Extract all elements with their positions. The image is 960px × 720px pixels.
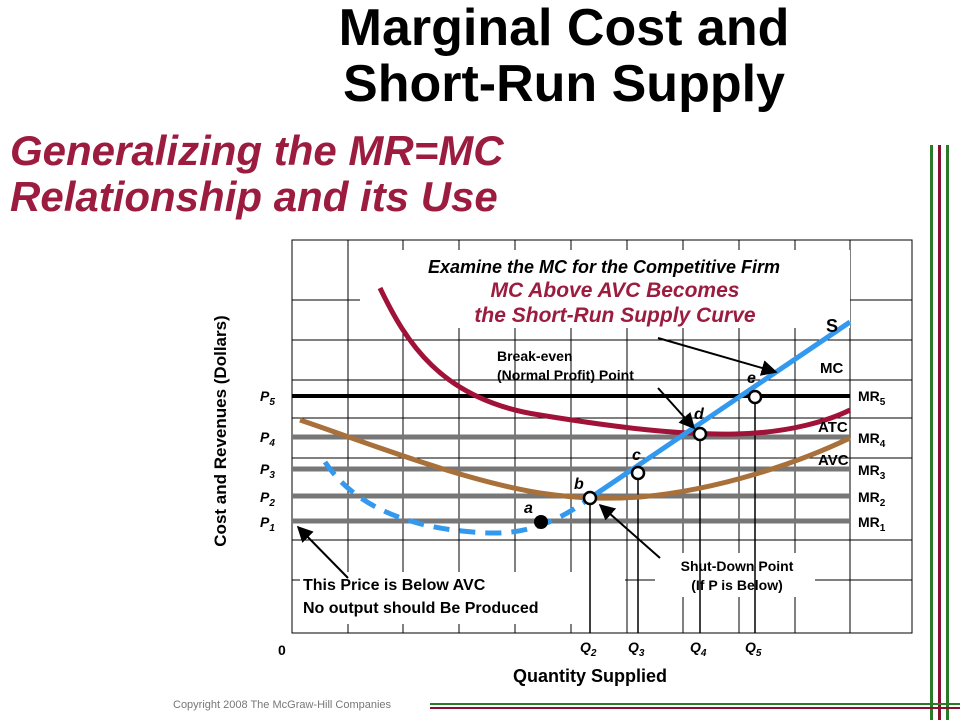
- border-line-maroon: [938, 145, 941, 720]
- p5-label: P5: [260, 388, 275, 408]
- shutdown-label-1: Shut-Down Point: [681, 558, 794, 574]
- point-label-a: a: [524, 500, 533, 517]
- callout-line-2: the Short-Run Supply Curve: [474, 304, 755, 327]
- slide-subtitle: Generalizing the MR=MC Relationship and …: [10, 128, 504, 220]
- bottom-line-maroon: [430, 707, 960, 709]
- subtitle-line-1: Generalizing the MR=MC: [10, 127, 504, 174]
- p3-label: P3: [260, 461, 275, 481]
- shutdown-arrow: [598, 503, 661, 559]
- q2-label: Q2: [580, 639, 597, 659]
- q5-label: Q5: [745, 639, 762, 659]
- title-line-1: Marginal Cost and: [338, 0, 790, 57]
- point-c: [630, 465, 646, 481]
- y-axis-label: Cost and Revenues (Dollars): [211, 315, 230, 546]
- below-avc-label-2: No output should Be Produced: [303, 600, 539, 617]
- shutdown-mask: [655, 553, 815, 597]
- below-avc-label-1: This Price is Below AVC: [303, 577, 486, 594]
- point-label-e: e: [747, 370, 756, 387]
- shutdown-label-2: (If P is Below): [691, 577, 783, 593]
- p1-label: P1: [260, 514, 275, 534]
- break-even-arrow: [657, 387, 696, 430]
- break-even-label-1: Break-even: [497, 348, 573, 364]
- supply-curve: [588, 319, 852, 501]
- mr3-label: MR3: [858, 462, 886, 482]
- mr1-label: MR1: [858, 514, 886, 534]
- point-b: [582, 490, 598, 506]
- point-label-c: c: [632, 447, 641, 464]
- avc-label: AVC: [818, 452, 849, 469]
- mc-label: MC: [820, 360, 843, 377]
- q3-label: Q3: [628, 639, 645, 659]
- origin-label: 0: [278, 642, 286, 658]
- mc-curve-dashed: [322, 460, 592, 536]
- chart-heading: Examine the MC for the Competitive Firm: [428, 257, 780, 277]
- x-axis-label: Quantity Supplied: [513, 666, 667, 686]
- slide-title: Marginal Cost and Short-Run Supply: [0, 0, 960, 112]
- border-line-green-2: [946, 145, 949, 720]
- supply-callout-arrow: [657, 337, 778, 376]
- bottom-line-green: [430, 703, 960, 705]
- below-avc-arrow: [296, 525, 349, 579]
- p2-label: P2: [260, 489, 275, 509]
- callout-line-1: MC Above AVC Becomes: [491, 279, 740, 302]
- subtitle-line-2: Relationship and its Use: [10, 173, 498, 220]
- copyright-notice: Copyright 2008 The McGraw-Hill Companies: [173, 699, 392, 711]
- heading-mask: [360, 250, 850, 328]
- point-label-b: b: [574, 476, 584, 493]
- point-d: [692, 426, 708, 442]
- supply-label: S: [826, 316, 838, 336]
- p4-label: P4: [260, 429, 275, 449]
- atc-label: ATC: [818, 419, 848, 436]
- mr4-label: MR4: [858, 430, 886, 450]
- point-a: [534, 515, 548, 529]
- mr5-label: MR5: [858, 388, 886, 408]
- below-avc-mask: [300, 572, 625, 624]
- break-even-label-2: (Normal Profit) Point: [497, 367, 634, 383]
- title-line-2: Short-Run Supply: [343, 55, 785, 113]
- point-e: [747, 389, 763, 405]
- q4-label: Q4: [690, 639, 707, 659]
- mr2-label: MR2: [858, 489, 886, 509]
- border-line-green-1: [930, 145, 933, 720]
- point-label-d: d: [694, 406, 705, 423]
- atc-curve: [377, 286, 852, 437]
